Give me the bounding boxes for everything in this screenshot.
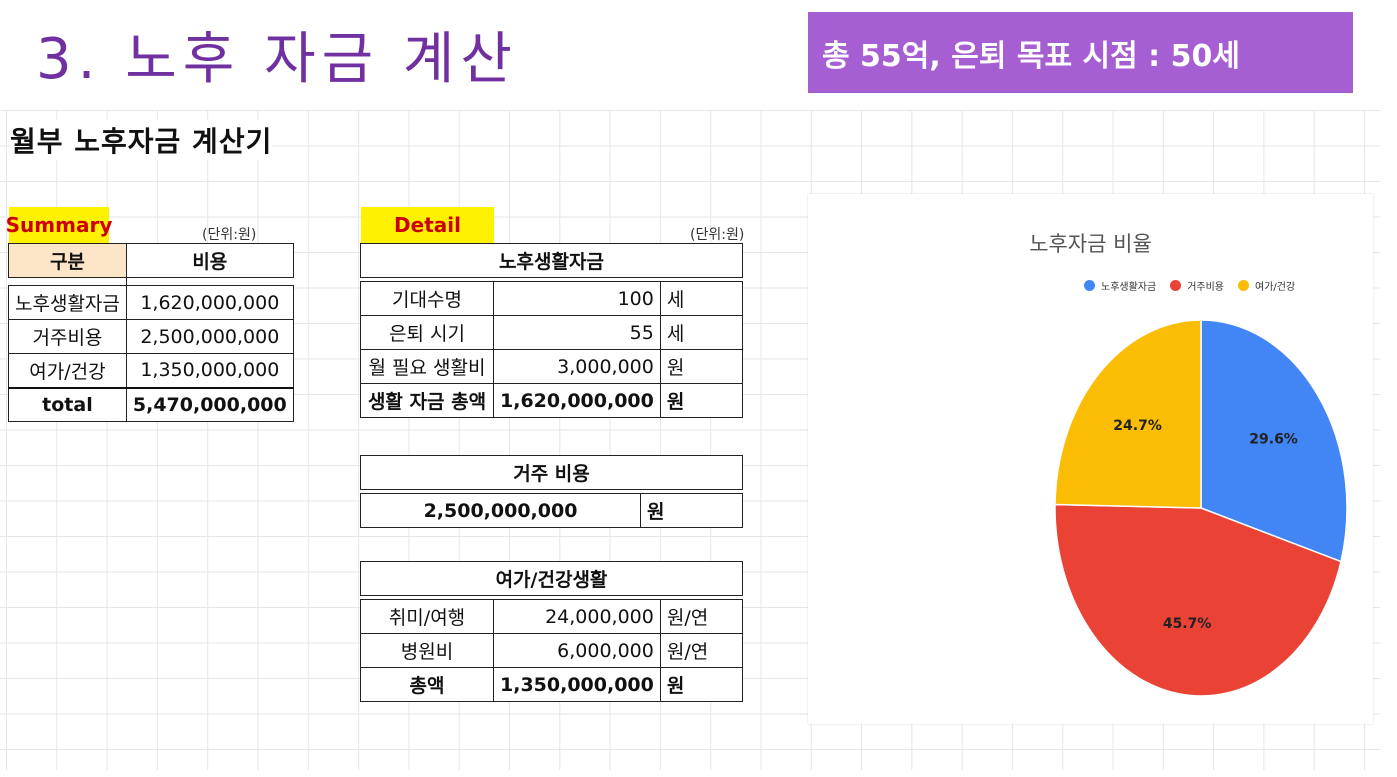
legend-swatch-icon <box>1238 280 1250 291</box>
leisure-total-value[interactable]: 1,350,000,000 <box>493 667 661 702</box>
summary-row: 여가/건강 1,350,000,000 <box>8 353 294 388</box>
living-total-unit[interactable]: 원 <box>659 383 744 418</box>
monthly-living-value[interactable]: 3,000,000 <box>493 349 661 384</box>
summary-total-label[interactable]: total <box>8 386 127 422</box>
legend-label: 거주비용 <box>1187 282 1225 293</box>
leisure-health-header[interactable]: 여가/건강생활 <box>360 561 743 596</box>
life-expectancy-value[interactable]: 100 <box>493 281 661 316</box>
hobby-travel-label[interactable]: 취미/여행 <box>360 599 494 634</box>
summary-label-leisure[interactable]: 여가/건강 <box>8 353 127 388</box>
housing-cost-value[interactable]: 2,500,000,000 <box>360 493 641 528</box>
legend-swatch-icon <box>1084 280 1095 291</box>
summary-header-cost[interactable]: 비용 <box>125 243 294 278</box>
table-row: 기대수명 100 세 <box>360 281 744 316</box>
legend-item[interactable]: 거주비용 <box>1170 278 1224 293</box>
living-cost-header[interactable]: 노후생활자금 <box>360 243 743 278</box>
legend-item[interactable]: 여가/건강 <box>1238 278 1295 293</box>
chart-legend: 노후생활자금 거주비용 여가/건강 <box>1084 278 1295 293</box>
summary-value-housing[interactable]: 2,500,000,000 <box>125 319 294 354</box>
table-row: 총액 1,350,000,000 원 <box>360 667 744 702</box>
housing-cost-header[interactable]: 거주 비용 <box>360 455 743 490</box>
hospital-cost-label[interactable]: 병원비 <box>360 633 494 668</box>
pie-slice-label: 24.7% <box>1113 418 1162 434</box>
housing-cost-unit[interactable]: 원 <box>640 493 743 528</box>
pie-slice-label: 45.7% <box>1163 616 1212 632</box>
pie-slice-label: 29.6% <box>1249 431 1298 447</box>
monthly-living-label[interactable]: 월 필요 생활비 <box>360 349 494 384</box>
hobby-travel-value[interactable]: 24,000,000 <box>493 599 661 634</box>
summary-value-leisure[interactable]: 1,350,000,000 <box>125 353 294 388</box>
summary-tag: Summary <box>6 207 112 243</box>
table-row: 병원비 6,000,000 원/연 <box>360 633 744 668</box>
summary-value-living[interactable]: 1,620,000,000 <box>125 285 294 320</box>
living-cost-table: 노후생활자금 기대수명 100 세 은퇴 시기 55 세 월 필요 생활비 3,… <box>360 243 744 418</box>
summary-label-living[interactable]: 노후생활자금 <box>8 285 127 320</box>
legend-label: 노후생활자금 <box>1101 282 1157 293</box>
retirement-age-unit[interactable]: 세 <box>659 315 744 350</box>
summary-unit-note: (단위:원) <box>202 227 257 243</box>
leisure-health-table: 여가/건강생활 취미/여행 24,000,000 원/연 병원비 6,000,0… <box>360 561 744 702</box>
summary-total-row: total 5,470,000,000 <box>8 386 294 422</box>
pie-slice[interactable] <box>1200 319 1348 563</box>
legend-item[interactable]: 노후생활자금 <box>1084 278 1156 293</box>
hospital-cost-unit[interactable]: 원/연 <box>659 633 744 668</box>
table-row: 2,500,000,000 원 <box>360 493 743 528</box>
pie-chart-panel[interactable]: 노후자금 비율 노후생활자금 거주비용 여가/건강 29.6% 45.7% 24.7… <box>808 194 1373 724</box>
pie-chart: 29.6% 45.7% 24.7% <box>1054 319 1348 697</box>
summary-row: 거주비용 2,500,000,000 <box>8 319 294 354</box>
detail-tag: Detail <box>361 207 494 243</box>
leisure-total-label[interactable]: 총액 <box>360 667 494 702</box>
slide-title: 3. 노후 자금 계산 <box>36 27 518 92</box>
table-row: 생활 자금 총액 1,620,000,000 원 <box>360 383 744 418</box>
summary-total-value[interactable]: 5,470,000,000 <box>125 386 294 422</box>
monthly-living-unit[interactable]: 원 <box>659 349 744 384</box>
pie-slice[interactable] <box>1054 503 1342 697</box>
pie-slice[interactable] <box>1054 319 1202 509</box>
detail-unit-note: (단위:원) <box>690 227 745 243</box>
living-total-label[interactable]: 생활 자금 총액 <box>360 383 494 418</box>
summary-label-housing[interactable]: 거주비용 <box>8 319 127 354</box>
legend-label: 여가/건강 <box>1255 282 1296 293</box>
summary-row: 노후생활자금 1,620,000,000 <box>8 285 294 320</box>
hobby-travel-unit[interactable]: 원/연 <box>659 599 744 634</box>
summary-header-category[interactable]: 구분 <box>8 243 127 278</box>
life-expectancy-unit[interactable]: 세 <box>659 281 744 316</box>
table-row: 은퇴 시기 55 세 <box>360 315 744 350</box>
leisure-total-unit[interactable]: 원 <box>659 667 744 702</box>
table-row: 월 필요 생활비 3,000,000 원 <box>360 349 744 384</box>
retirement-age-label[interactable]: 은퇴 시기 <box>360 315 494 350</box>
headline-banner: 총 55억, 은퇴 목표 시점 : 50세 <box>808 12 1353 93</box>
hospital-cost-value[interactable]: 6,000,000 <box>493 633 661 668</box>
table-row: 취미/여행 24,000,000 원/연 <box>360 599 744 634</box>
summary-table: 구분 비용 노후생활자금 1,620,000,000 거주비용 2,500,00… <box>8 243 294 422</box>
calculator-title: 월부 노후자금 계산기 <box>10 120 273 160</box>
chart-title: 노후자금 비율 <box>1029 232 1152 256</box>
legend-swatch-icon <box>1170 280 1182 291</box>
living-total-value[interactable]: 1,620,000,000 <box>493 383 661 418</box>
housing-cost-table: 거주 비용 2,500,000,000 원 <box>360 455 743 528</box>
life-expectancy-label[interactable]: 기대수명 <box>360 281 494 316</box>
retirement-age-value[interactable]: 55 <box>493 315 661 350</box>
